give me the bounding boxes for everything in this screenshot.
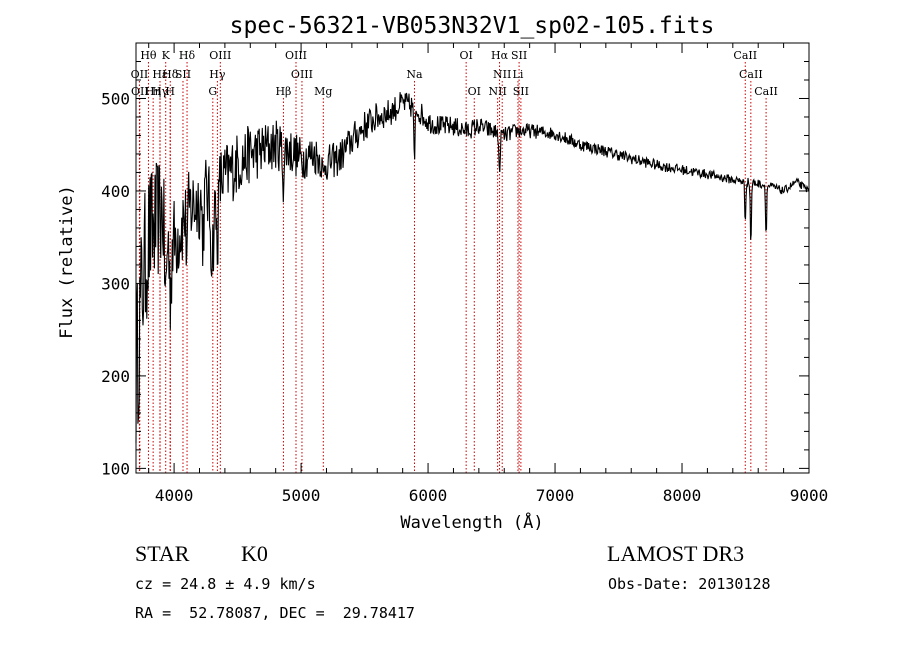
y-tick-label: 200: [101, 367, 130, 386]
obs-date-text: Obs-Date: 20130128: [608, 575, 771, 593]
line-label: SII: [513, 85, 529, 98]
line-label: H: [165, 85, 175, 98]
redshift-text: cz = 24.8 ± 4.9 km/s: [135, 575, 316, 593]
line-label: Hγ: [152, 85, 169, 98]
line-label: Li: [513, 68, 524, 81]
x-tick-label: 9000: [790, 486, 829, 505]
line-label: Hδ: [179, 49, 196, 62]
line-label: OI: [459, 49, 472, 62]
line-label: CaII: [733, 49, 757, 62]
spectrum-line: [135, 92, 810, 444]
line-label: Hε: [152, 68, 168, 81]
line-label: Hθ: [140, 49, 157, 62]
line-label: CaII: [739, 68, 763, 81]
line-label: Hγ: [209, 68, 226, 81]
x-axis-label: Wavelength (Å): [400, 511, 543, 533]
line-label: Hδ: [162, 68, 179, 81]
y-tick-label: 500: [101, 89, 130, 108]
axes-layer: 4000 5000 6000 7000 8000 9000 100 200 300 400 500: [101, 42, 829, 505]
x-tick-label: 4000: [155, 486, 194, 505]
line-label: NII: [493, 68, 511, 81]
ra-dec-text: RA = 52.78087, DEC = 29.78417: [135, 604, 415, 622]
x-tick-label: 6000: [409, 486, 448, 505]
line-label: Mg: [314, 85, 332, 98]
object-class: STAR: [135, 541, 190, 566]
line-label: OIII: [285, 49, 307, 62]
line-label: OII: [131, 68, 149, 81]
y-axis-label: Flux (relative): [57, 185, 77, 339]
line-label: SII: [511, 49, 527, 62]
line-label: OI: [468, 85, 481, 98]
line-label: Hα: [491, 49, 509, 62]
x-tick-label: 7000: [536, 486, 575, 505]
line-label: Hη: [145, 85, 161, 98]
object-subclass: K0: [241, 541, 268, 566]
line-label: Na: [406, 68, 423, 81]
line-label: NII: [488, 85, 506, 98]
line-label: Hβ: [275, 85, 291, 98]
line-label: OIII: [291, 68, 313, 81]
line-label: CaII: [754, 85, 778, 98]
chart-title: spec-56321-VB053N32V1_sp02-105.fits: [230, 13, 715, 39]
line-label: G: [208, 85, 217, 98]
plot-frame: [135, 42, 810, 474]
line-label: OII: [131, 85, 149, 98]
line-label: SII: [175, 68, 191, 81]
spectrum-layer: [135, 92, 810, 444]
y-tick-label: 400: [101, 182, 130, 201]
line-label: OIII: [209, 49, 231, 62]
x-tick-label: 8000: [663, 486, 702, 505]
line-label: K: [162, 49, 171, 62]
survey-name: LAMOST DR3: [607, 541, 745, 566]
x-tick-label: 5000: [282, 486, 321, 505]
y-tick-label: 100: [101, 459, 130, 478]
y-tick-label: 300: [101, 274, 130, 293]
